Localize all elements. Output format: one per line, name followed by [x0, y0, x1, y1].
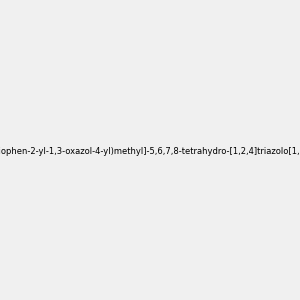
Text: N-[(5-methyl-2-thiophen-2-yl-1,3-oxazol-4-yl)methyl]-5,6,7,8-tetrahydro-[1,2,4]t: N-[(5-methyl-2-thiophen-2-yl-1,3-oxazol-…	[0, 147, 300, 156]
